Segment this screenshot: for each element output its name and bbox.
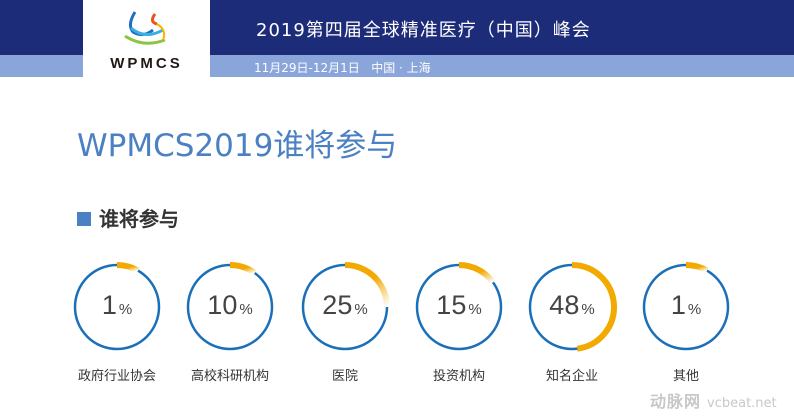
progress-ring (642, 262, 730, 351)
stat-label: 知名企业 (545, 369, 598, 384)
stat-value: 48% (549, 290, 595, 320)
stat-item: 10% 高校科研机构 (180, 262, 280, 384)
ring-fill (685, 262, 709, 274)
stat-value: 15% (436, 290, 482, 320)
ring-fill (116, 262, 140, 274)
stat-label: 医院 (331, 369, 358, 384)
stat-label: 高校科研机构 (190, 369, 269, 384)
stat-item: 48% 知名企业 (522, 262, 622, 384)
logo-text: WPMCS (110, 55, 183, 72)
progress-ring (186, 262, 274, 351)
square-bullet-icon (77, 212, 91, 226)
stat-item: 1% 政府行业协会 (67, 262, 167, 384)
stat-value: 25% (322, 290, 368, 320)
progress-ring (73, 262, 161, 351)
progress-ring (415, 262, 503, 351)
stat-item: 15% 投资机构 (409, 262, 509, 384)
watermark: 动脉网 vcbeat.net (650, 392, 777, 411)
section-heading: 谁将参与 (77, 203, 179, 232)
ring-fill (458, 262, 496, 285)
page-title: WPMCS2019谁将参与 (77, 128, 398, 164)
stat-label: 政府行业协会 (77, 369, 156, 384)
ring-fill (229, 262, 257, 276)
stat-item: 1% 其他 (636, 262, 736, 384)
stat-label: 其他 (672, 369, 699, 384)
logo: WPMCS (83, 0, 210, 78)
stat-item: 25% 医院 (295, 262, 395, 384)
progress-ring (301, 262, 390, 351)
stat-label: 投资机构 (432, 369, 485, 384)
stat-value: 1% (101, 290, 133, 320)
stat-value: 1% (670, 290, 702, 320)
ring-fill (571, 262, 617, 352)
event-date-location: 11月29日-12月1日 中国 · 上海 (254, 61, 431, 75)
ring-fill (344, 262, 390, 308)
progress-ring (528, 262, 617, 352)
event-title: 2019第四届全球精准医疗（中国）峰会 (256, 20, 591, 41)
stat-value: 10% (207, 290, 253, 320)
logo-icon (124, 11, 166, 45)
